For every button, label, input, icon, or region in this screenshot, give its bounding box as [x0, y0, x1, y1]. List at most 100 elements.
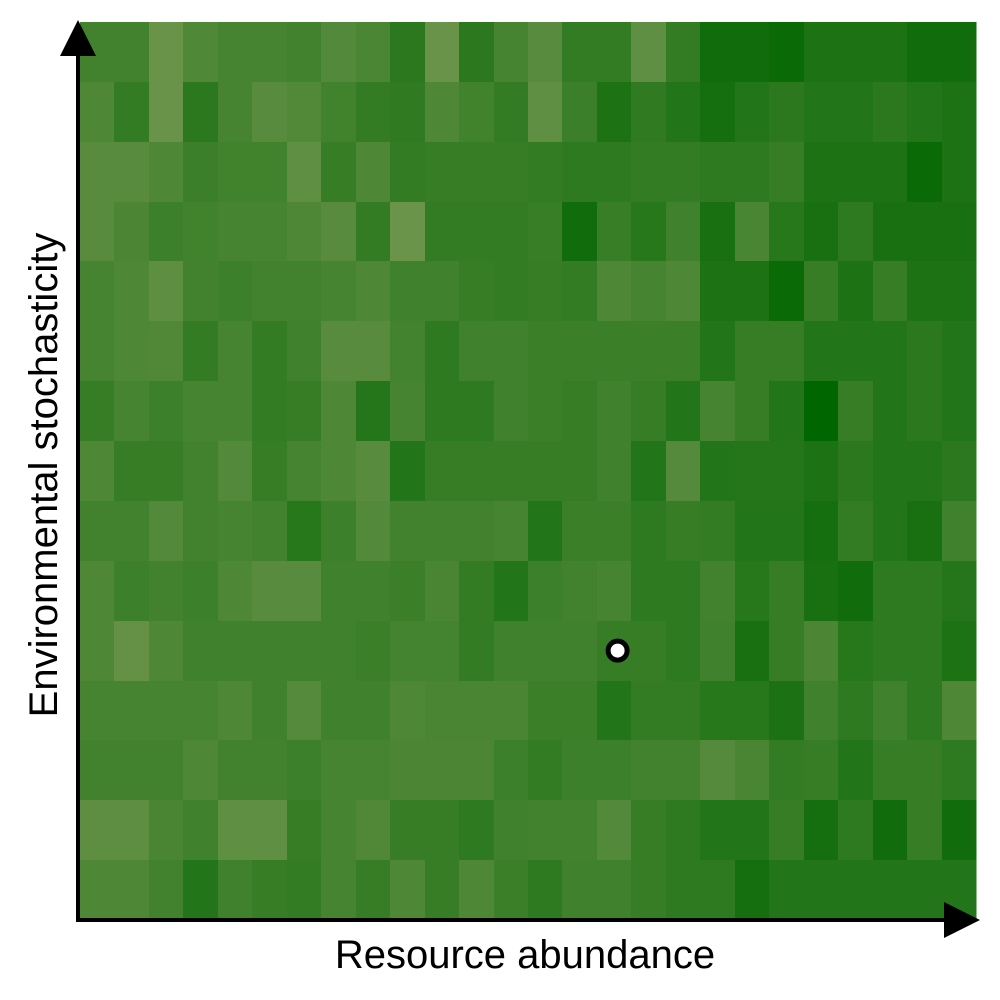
heatmap-cell: [321, 621, 357, 682]
heatmap-cell: [459, 82, 495, 143]
heatmap-cell: [838, 501, 874, 562]
heatmap-cell: [252, 441, 288, 502]
heatmap-cell: [287, 860, 322, 921]
heatmap-cell: [562, 22, 598, 83]
heatmap-cell: [907, 681, 943, 741]
heatmap-cell: [666, 621, 701, 682]
heatmap-cell: [631, 142, 667, 203]
heatmap-cell: [425, 441, 460, 502]
heatmap-cell: [562, 860, 598, 921]
heatmap-cell: [390, 681, 426, 741]
heatmap-cell: [356, 740, 391, 801]
heatmap-cell: [528, 860, 563, 921]
heatmap-cell: [149, 142, 184, 203]
heatmap-cell: [252, 202, 288, 262]
heatmap-cell: [183, 82, 219, 143]
heatmap-cell: [873, 501, 908, 562]
heatmap-cell: [735, 681, 770, 741]
heatmap-cell: [80, 441, 115, 502]
heatmap-cell: [735, 800, 770, 861]
heatmap-cell: [666, 681, 701, 741]
heatmap-cell: [700, 142, 736, 203]
heatmap-cell: [114, 22, 150, 83]
heatmap-cell: [356, 441, 391, 502]
heatmap-cell: [631, 22, 667, 83]
heatmap-cell: [907, 321, 943, 382]
heatmap-cell: [631, 261, 667, 322]
heatmap-cell: [356, 860, 391, 921]
heatmap-cell: [528, 321, 563, 382]
heatmap-cell: [907, 501, 943, 562]
heatmap-cell: [80, 261, 115, 322]
heatmap-cell: [666, 261, 701, 322]
heatmap-cell: [769, 561, 805, 622]
heatmap-cell: [666, 740, 701, 801]
heatmap-cell: [252, 740, 288, 801]
heatmap-cell: [769, 22, 805, 83]
heatmap-cell: [528, 740, 563, 801]
heatmap-cell: [494, 621, 529, 682]
heatmap-cell: [425, 381, 460, 442]
heatmap-cell: [149, 561, 184, 622]
heatmap-cell: [252, 82, 288, 143]
heatmap-cell: [562, 142, 598, 203]
heatmap-cell: [769, 142, 805, 203]
heatmap-cell: [252, 561, 288, 622]
heatmap-cell: [838, 621, 874, 682]
heatmap-cell: [114, 321, 150, 382]
heatmap-cell: [321, 800, 357, 861]
heatmap-cell: [425, 501, 460, 562]
heatmap-cell: [528, 261, 563, 322]
heatmap-cell: [700, 22, 736, 83]
heatmap-cell: [597, 381, 632, 442]
heatmap-cell: [873, 381, 908, 442]
heatmap-cell: [562, 202, 598, 262]
heatmap-cell: [80, 681, 115, 741]
heatmap-cell: [321, 740, 357, 801]
heatmap-cell: [907, 800, 943, 861]
heatmap-cell: [597, 681, 632, 741]
heatmap-cell: [528, 381, 563, 442]
heatmap-cell: [942, 800, 977, 861]
heatmap-cell: [149, 501, 184, 562]
heatmap-cell: [838, 381, 874, 442]
heatmap-cell: [907, 261, 943, 322]
heatmap-cell: [804, 740, 839, 801]
heatmap-cell: [287, 681, 322, 741]
heatmap-cell: [459, 381, 495, 442]
heatmap-cell: [804, 800, 839, 861]
heatmap-cell: [218, 441, 253, 502]
heatmap-cell: [735, 321, 770, 382]
heatmap-cell: [942, 501, 977, 562]
heatmap-cell: [425, 22, 460, 83]
heatmap-cell: [631, 681, 667, 741]
heatmap-cell: [804, 22, 839, 83]
heatmap-cell: [700, 740, 736, 801]
heatmap-cell: [942, 321, 977, 382]
heatmap-cell: [390, 261, 426, 322]
heatmap-cell: [666, 202, 701, 262]
heatmap-cell: [666, 381, 701, 442]
heatmap-cell: [494, 202, 529, 262]
heatmap-cell: [287, 22, 322, 83]
heatmap-cell: [666, 321, 701, 382]
heatmap-cell: [287, 501, 322, 562]
heatmap-cell: [80, 501, 115, 562]
heatmap-cell: [769, 321, 805, 382]
heatmap-cell: [907, 740, 943, 801]
heatmap-cell: [562, 800, 598, 861]
heatmap-cell: [804, 621, 839, 682]
heatmap-cell: [942, 202, 977, 262]
heatmap-cell: [459, 261, 495, 322]
heatmap-cell: [494, 142, 529, 203]
heatmap-cell: [459, 681, 495, 741]
heatmap-cell: [838, 22, 874, 83]
heatmap-cell: [735, 621, 770, 682]
heatmap-cell: [873, 621, 908, 682]
heatmap-cell: [425, 681, 460, 741]
heatmap-cell: [218, 501, 253, 562]
heatmap-cell: [804, 321, 839, 382]
heatmap-cell: [390, 381, 426, 442]
heatmap-cell: [562, 740, 598, 801]
heatmap-cell: [390, 82, 426, 143]
